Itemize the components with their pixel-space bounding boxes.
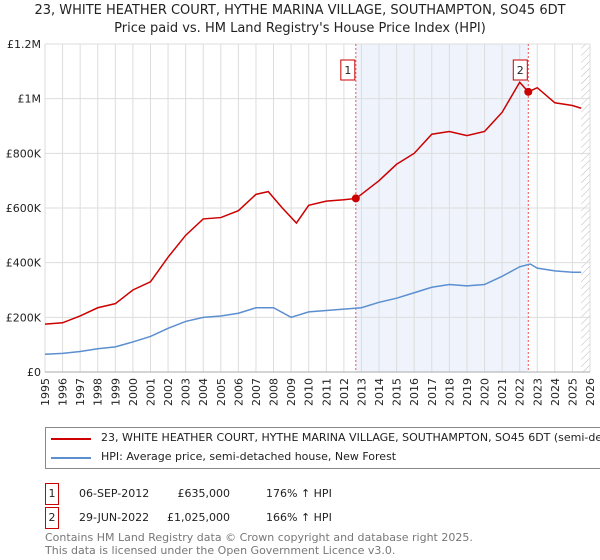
marker-badge: 1 — [45, 483, 59, 505]
transaction-price: £1,025,000 — [167, 511, 230, 524]
y-tick-label: £1.2M — [7, 38, 41, 51]
x-tick-label: 2026 — [584, 378, 597, 406]
chart-title: 23, WHITE HEATHER COURT, HYTHE MARINA VI… — [34, 3, 566, 18]
x-tick-label: 2018 — [443, 378, 456, 406]
x-tick-label: 2012 — [338, 378, 351, 406]
legend-label: 23, WHITE HEATHER COURT, HYTHE MARINA VI… — [101, 431, 600, 444]
legend: 23, WHITE HEATHER COURT, HYTHE MARINA VI… — [45, 427, 600, 469]
x-tick-label: 2019 — [461, 378, 474, 406]
transaction-date: 06-SEP-2012 — [79, 487, 150, 500]
x-tick-label: 2010 — [303, 378, 316, 406]
series-line — [44, 263, 582, 355]
x-tick-label: 2017 — [426, 378, 439, 406]
x-tick-label: 2013 — [355, 378, 368, 406]
transaction-price: £635,000 — [177, 487, 231, 500]
x-tick-label: 2007 — [250, 378, 263, 406]
x-tick-label: 2016 — [408, 378, 421, 406]
x-tick-label: 2021 — [496, 378, 509, 406]
series-line — [44, 81, 582, 325]
x-tick-label: 2024 — [549, 378, 562, 406]
y-tick-label: £0 — [27, 366, 41, 379]
sale-label: 2 — [517, 64, 524, 77]
footer-copyright: Contains HM Land Registry data © Crown c… — [45, 531, 473, 544]
sale-point — [524, 87, 533, 96]
x-tick-label: 2023 — [531, 378, 544, 406]
y-tick-label: £600K — [6, 202, 42, 215]
x-tick-label: 2005 — [215, 378, 228, 406]
x-tick-label: 2000 — [127, 378, 140, 406]
x-tick-label: 2020 — [479, 378, 492, 406]
y-tick-label: £400K — [6, 257, 42, 270]
legend-swatch — [51, 438, 91, 440]
legend-swatch — [51, 457, 91, 459]
sale-label: 1 — [344, 64, 351, 77]
x-tick-label: 2025 — [566, 378, 579, 406]
y-tick-label: £800K — [6, 147, 42, 160]
sale-label-box — [340, 59, 356, 81]
x-tick-label: 1996 — [57, 378, 70, 406]
sale-label-box — [512, 59, 528, 81]
chart-subtitle: Price paid vs. HM Land Registry's House … — [114, 21, 486, 36]
x-tick-label: 1999 — [109, 378, 122, 406]
transaction-hpi: 176% ↑ HPI — [266, 487, 332, 500]
marker-badge: 2 — [45, 507, 59, 529]
x-tick-label: 2015 — [391, 378, 404, 406]
x-tick-label: 2011 — [320, 378, 333, 406]
sale-point — [351, 194, 360, 203]
x-tick-label: 2022 — [514, 378, 527, 406]
x-tick-label: 2004 — [197, 378, 210, 406]
transaction-hpi: 166% ↑ HPI — [266, 511, 332, 524]
transaction-date: 29-JUN-2022 — [79, 511, 150, 524]
x-tick-label: 2006 — [232, 378, 245, 406]
x-tick-label: 2001 — [144, 378, 157, 406]
x-tick-label: 2002 — [162, 378, 175, 406]
x-tick-label: 1997 — [74, 378, 87, 406]
legend-label: HPI: Average price, semi-detached house,… — [101, 450, 397, 463]
x-tick-label: 1995 — [39, 378, 52, 406]
y-tick-label: £200K — [6, 311, 42, 324]
x-tick-label: 2009 — [285, 378, 298, 406]
x-tick-label: 2003 — [180, 378, 193, 406]
x-tick-label: 2008 — [268, 378, 281, 406]
x-tick-label: 1998 — [92, 378, 105, 406]
footer-license: This data is licensed under the Open Gov… — [45, 544, 396, 557]
x-tick-label: 2014 — [373, 378, 386, 406]
price-chart: 1995 1996 1997 1998 1999 2000 2001 2002 2003 2004… — [6, 38, 597, 406]
y-tick-label: £1M — [18, 93, 42, 106]
